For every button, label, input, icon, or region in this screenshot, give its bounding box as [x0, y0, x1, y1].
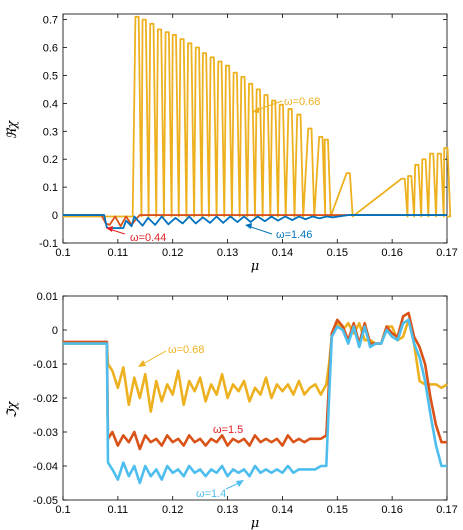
x-tick-label: 0.12 — [162, 504, 183, 516]
annotation-arrowhead — [106, 226, 113, 232]
annotation-arrowhead — [138, 360, 146, 367]
x-tick-label: 0.14 — [272, 247, 293, 259]
series-group — [63, 15, 452, 230]
x-tick-label: 0.14 — [272, 504, 293, 516]
series-group — [63, 311, 448, 485]
y-tick-label: -0.04 — [33, 461, 58, 473]
y-tick-label: -0.01 — [33, 359, 58, 371]
x-axis-label: μ — [251, 516, 259, 530]
x-tick-label: 0.13 — [217, 247, 238, 259]
series-line-1 — [63, 15, 452, 218]
y-tick-label: -0.1 — [39, 238, 58, 250]
y-tick-label: 0 — [52, 210, 58, 222]
y-tick-label: -0.02 — [33, 393, 58, 405]
annotation-omega-146: ω=1.46 — [276, 229, 312, 241]
tick-marks — [62, 14, 448, 244]
annotation-omega-068: ω=0.68 — [168, 344, 204, 356]
y-tick-label: 0 — [52, 325, 58, 337]
x-tick-labels: 0.1 0.11 0.12 0.13 0.14 0.15 0.16 0.17 — [55, 247, 457, 259]
x-tick-label: 0.11 — [108, 247, 129, 259]
y-tick-label: 0.7 — [43, 15, 58, 27]
y-tick-label: 0.6 — [43, 43, 58, 55]
imaginary-part-panel: -0.05 -0.04 -0.03 -0.02 -0.01 0 0.01 0.1… — [5, 291, 458, 530]
series-line-3 — [63, 318, 447, 485]
y-axis-label: ℑχ — [5, 400, 20, 418]
y-tick-labels: -0.05 -0.04 -0.03 -0.02 -0.01 0 0.01 — [33, 291, 58, 507]
y-tick-label: 0.01 — [37, 291, 58, 303]
x-tick-label: 0.16 — [381, 247, 402, 259]
annotation-arrowhead — [252, 107, 259, 113]
tick-marks — [62, 295, 448, 501]
y-tick-labels: -0.1 0 0.1 0.2 0.3 0.4 0.5 0.6 0.7 — [39, 15, 58, 250]
x-tick-label: 0.16 — [381, 504, 402, 516]
y-tick-label: -0.03 — [33, 427, 58, 439]
x-tick-label: 0.17 — [436, 247, 457, 259]
x-tick-label: 0.1 — [55, 247, 70, 259]
x-tick-label: 0.12 — [162, 247, 183, 259]
x-tick-label: 0.15 — [327, 247, 348, 259]
series-line-3 — [63, 214, 447, 230]
annotation-arrowhead — [236, 480, 244, 487]
series-line-2 — [63, 214, 447, 228]
y-tick-label: 0.2 — [43, 154, 58, 166]
y-tick-label: 0.1 — [43, 182, 58, 194]
annotation-omega-15: ω=1.5 — [213, 424, 243, 436]
y-tick-label: 0.4 — [43, 98, 58, 110]
x-tick-labels: 0.1 0.11 0.12 0.13 0.14 0.15 0.16 0.17 — [55, 504, 457, 516]
annotation-omega-14: ω=1.4 — [196, 488, 226, 500]
x-tick-label: 0.11 — [108, 504, 129, 516]
x-tick-label: 0.13 — [217, 504, 238, 516]
series-line-2 — [63, 311, 447, 451]
x-axis-label: μ — [251, 259, 259, 274]
x-tick-label: 0.17 — [436, 504, 457, 516]
real-part-panel: -0.1 0 0.1 0.2 0.3 0.4 0.5 0.6 0.7 0.1 0… — [5, 13, 458, 274]
y-tick-label: -0.05 — [33, 495, 58, 507]
y-tick-label: 0.3 — [43, 126, 58, 138]
annotation-omega-044: ω=0.44 — [130, 232, 166, 244]
annotation-arrowhead — [245, 223, 252, 229]
annotation-arrow — [247, 225, 273, 235]
y-tick-label: 0.5 — [43, 70, 58, 82]
x-tick-label: 0.1 — [55, 504, 70, 516]
annotation-arrow — [140, 350, 167, 366]
x-tick-label: 0.15 — [327, 504, 348, 516]
y-axis-label: ℜχ — [5, 120, 20, 140]
annotation-omega-068: ω=0.68 — [284, 96, 320, 108]
